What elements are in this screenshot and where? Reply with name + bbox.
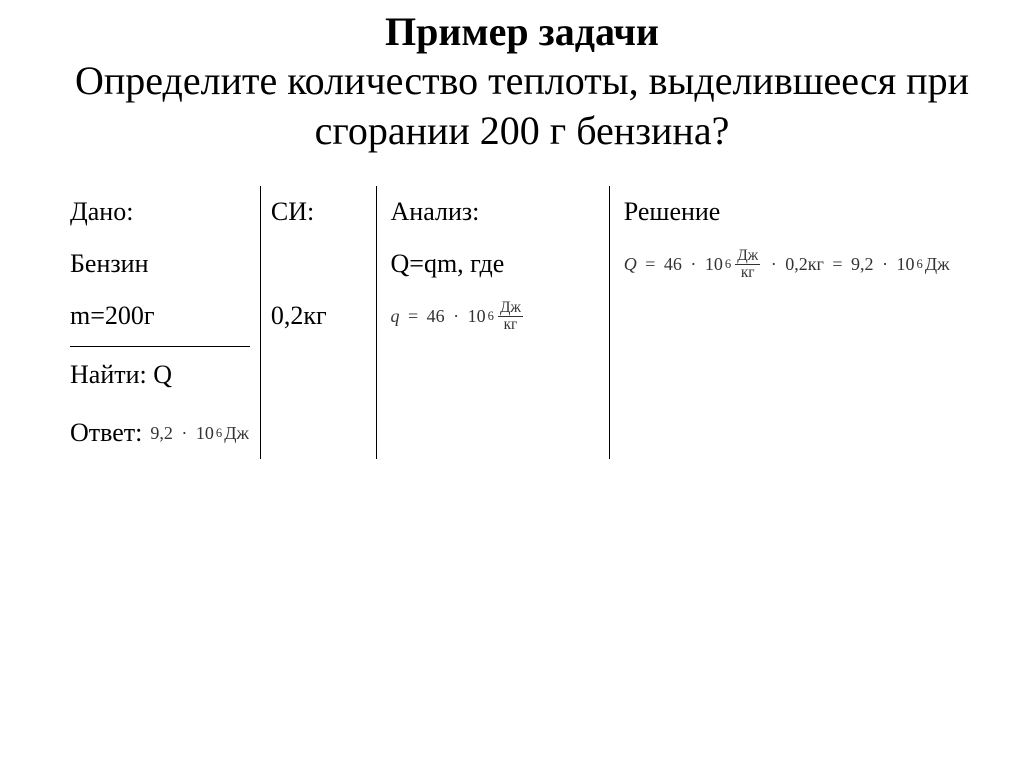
work-area: Дано: Бензин m=200г Найти: Q Ответ: 9,2 … (60, 186, 984, 459)
title: Пример задачи (60, 8, 984, 56)
subtitle: Определите количество теплоты, выделивше… (60, 56, 984, 156)
given-header: Дано: (70, 186, 133, 238)
given-substance: Бензин (70, 238, 148, 290)
answer-label: Ответ: (70, 407, 142, 459)
answer-line: Ответ: 9,2 · 106 Дж (70, 407, 250, 459)
column-si: СИ: 0,2кг (260, 186, 376, 459)
column-given: Дано: Бензин m=200г Найти: Q Ответ: 9,2 … (60, 186, 260, 459)
answer-formula: 9,2 · 106 Дж (150, 415, 249, 451)
analysis-header: Анализ: (391, 186, 480, 238)
slide-content: Пример задачи Определите количество тепл… (0, 0, 1024, 479)
title-block: Пример задачи Определите количество тепл… (60, 8, 984, 156)
analysis-line1: Q=qm, где (391, 238, 505, 290)
solution-formula: Q = 46 · 106 Дж кг · 0,2кг = 9,2 · 106 (624, 246, 950, 282)
unit-fraction: Дж кг (498, 300, 523, 332)
unit-fraction-2: Дж кг (735, 248, 760, 280)
column-analysis: Анализ: Q=qm, где q = 46 · 106 Дж кг (376, 186, 609, 459)
find-label: Найти: Q (70, 349, 172, 401)
si-mass: 0,2кг (271, 290, 327, 342)
column-solution: Решение Q = 46 · 106 Дж кг · 0,2кг = 9,2 (609, 186, 984, 459)
analysis-q-formula: q = 46 · 106 Дж кг (391, 298, 525, 334)
si-header: СИ: (271, 186, 314, 238)
given-mass: m=200г (70, 290, 155, 342)
solution-header: Решение (624, 186, 721, 238)
find-separator: Найти: Q (70, 346, 250, 401)
